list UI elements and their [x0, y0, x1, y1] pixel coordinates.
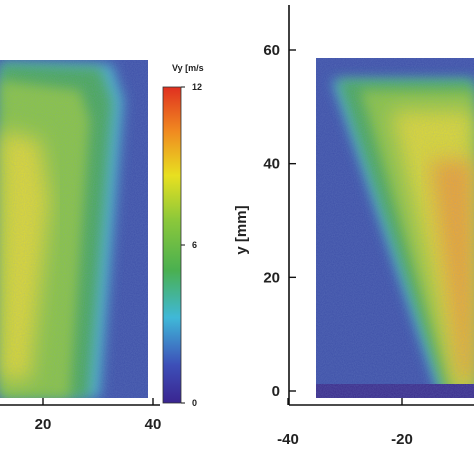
right-y-tick-label: 40 [263, 156, 280, 173]
left-x-tick-label: 40 [145, 416, 162, 433]
right-panel-heatmap [316, 58, 474, 398]
colorbar-gradient [162, 86, 182, 404]
left-x-tick-label: 20 [35, 416, 52, 433]
colorbar-tick-label: 12 [192, 82, 202, 92]
right-axes: y [mm] [233, 5, 474, 406]
right-x-tick-label: -20 [391, 431, 413, 448]
colorbar-label: Vy [m/s [172, 63, 204, 73]
colorbar: Vy [m/s [162, 63, 204, 404]
right-y-tick-label: 0 [272, 383, 280, 400]
colorbar-tick-label: 0 [192, 398, 197, 408]
right-y-tick-label: 20 [263, 269, 280, 286]
right-y-axis-title: y [mm] [233, 205, 250, 254]
right-y-tick-label: 60 [263, 42, 280, 59]
right-x-tick-label: -40 [277, 431, 299, 448]
colorbar-tick-label: 6 [192, 240, 197, 250]
left-panel-heatmap [0, 60, 148, 398]
